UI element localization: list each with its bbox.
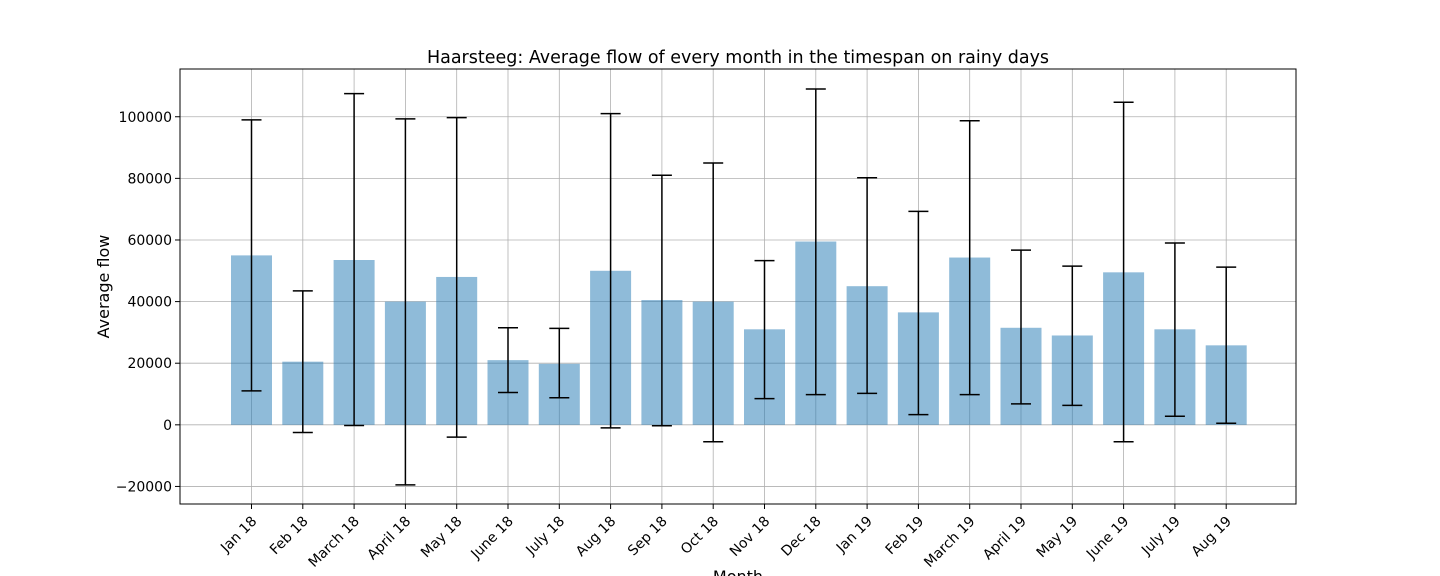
error-bar	[1062, 265, 1083, 407]
x-tick-label: April 19	[980, 514, 1030, 564]
error-bars	[241, 88, 1237, 486]
error-bar	[446, 116, 467, 438]
error-bar	[1113, 101, 1134, 443]
x-tick-label: Feb 18	[267, 514, 312, 559]
error-bar	[805, 88, 826, 396]
error-bar	[703, 162, 724, 443]
y-tick-label: 40000	[127, 295, 172, 311]
y-tick-label: 60000	[127, 233, 172, 249]
error-bar	[651, 174, 672, 427]
x-tick-label: Nov 18	[727, 514, 773, 560]
x-tick-label: Jan 18	[217, 514, 260, 557]
error-bar	[857, 177, 878, 395]
x-tick-label: Aug 18	[573, 514, 619, 560]
y-tick-label: 20000	[127, 356, 172, 372]
x-tick-label: Dec 18	[778, 514, 824, 560]
y-tick-label: 0	[163, 418, 172, 434]
error-bar	[959, 120, 980, 396]
error-bar	[1164, 242, 1185, 417]
x-tick-label: May 19	[1034, 514, 1082, 562]
error-bar	[1011, 249, 1031, 405]
x-tick-label: June 18	[467, 514, 516, 563]
error-bar	[241, 119, 262, 392]
y-axis-ticks: −20000 0 20000 40000 60000 80000 100000	[116, 110, 180, 495]
y-axis-label: Average flow	[94, 235, 113, 339]
error-bar	[344, 92, 365, 427]
error-bar	[498, 327, 518, 394]
error-bar	[549, 327, 570, 399]
error-bar	[395, 118, 416, 486]
x-tick-label: July 19	[1138, 514, 1184, 560]
x-tick-label: March 18	[306, 514, 363, 571]
x-tick-label: Aug 19	[1189, 514, 1235, 560]
x-tick-label: May 18	[418, 514, 466, 562]
chart-title: Haarsteeg: Average flow of every month i…	[427, 48, 1049, 68]
y-tick-label: 100000	[119, 110, 172, 126]
x-tick-label: July 18	[523, 514, 569, 560]
error-bar	[754, 259, 775, 400]
y-tick-label: −20000	[116, 479, 172, 495]
bars	[231, 241, 1247, 425]
x-tick-label: June 19	[1083, 514, 1132, 563]
x-tick-label: Oct 18	[678, 514, 722, 558]
x-tick-label: Feb 19	[883, 514, 928, 559]
plot-frame	[179, 68, 1297, 505]
error-bar	[1216, 266, 1237, 425]
error-bar	[908, 210, 929, 416]
x-tick-label: Sep 18	[625, 514, 671, 560]
x-tick-label: April 18	[365, 514, 415, 564]
error-bar	[292, 290, 313, 434]
x-axis-label: Month	[713, 567, 763, 576]
error-bar	[600, 112, 621, 429]
y-tick-label: 80000	[127, 171, 172, 187]
x-tick-label: March 19	[921, 514, 978, 571]
x-tick-label: Jan 19	[833, 514, 876, 557]
